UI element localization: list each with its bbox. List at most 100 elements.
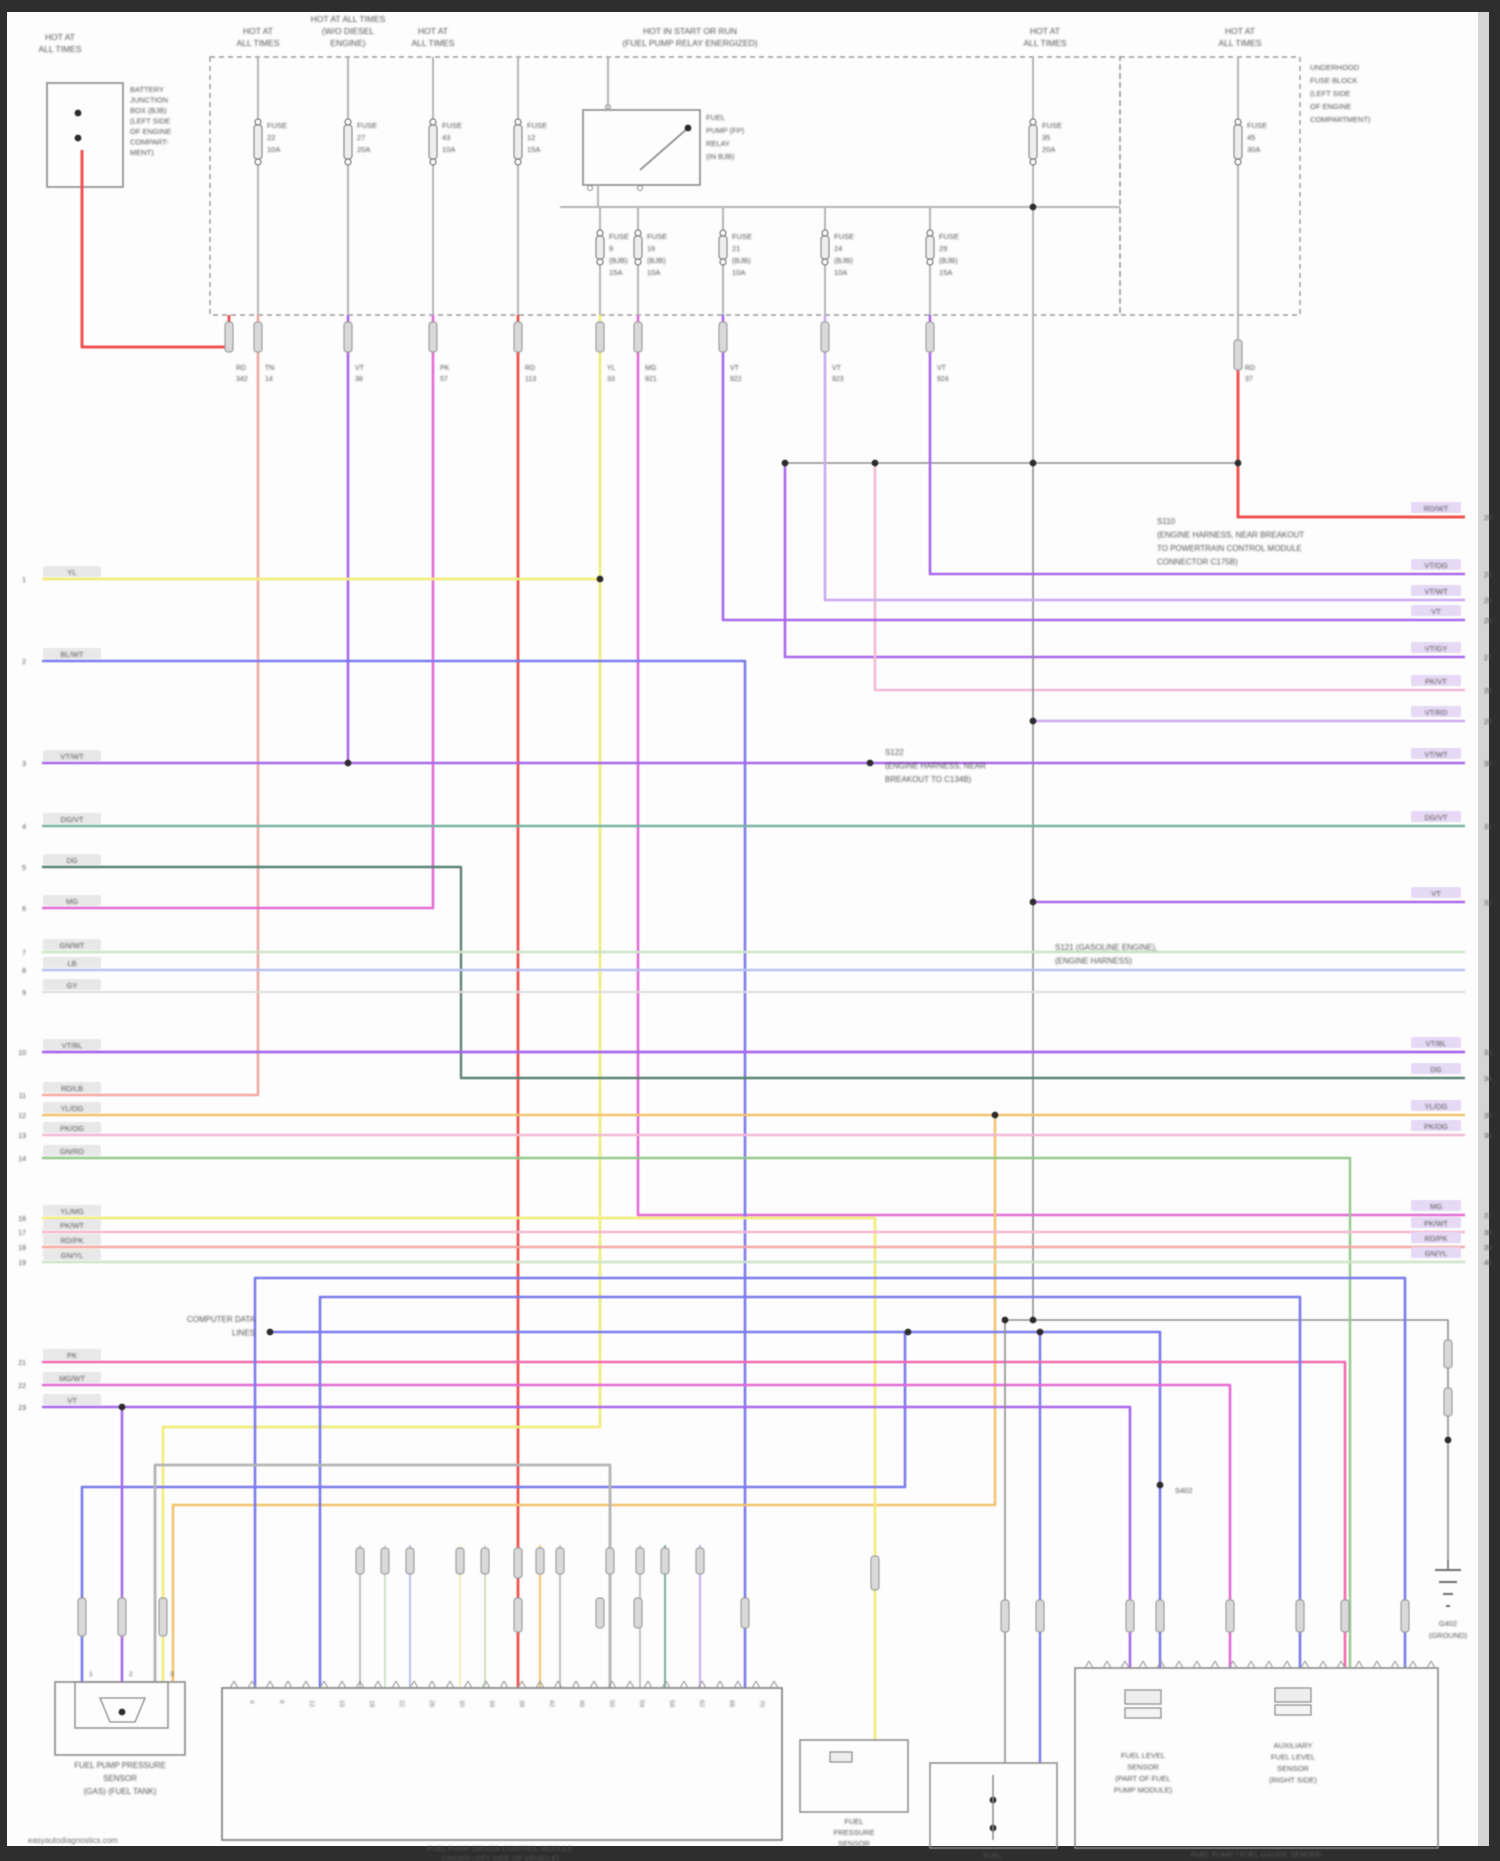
svg-text:S121 (GASOLINE ENGINE),: S121 (GASOLINE ENGINE), bbox=[1055, 943, 1157, 952]
svg-text:33: 33 bbox=[607, 376, 615, 383]
svg-text:(BJB): (BJB) bbox=[939, 256, 958, 265]
wire-violet bbox=[783, 463, 1465, 659]
svg-text:58: 58 bbox=[668, 1700, 675, 1708]
svg-text:7: 7 bbox=[22, 950, 26, 957]
svg-text:LB: LB bbox=[67, 959, 76, 968]
svg-text:JUNCTION: JUNCTION bbox=[130, 96, 168, 105]
svg-text:42: 42 bbox=[548, 1700, 555, 1708]
svg-text:16: 16 bbox=[18, 1216, 26, 1223]
svg-text:RELAY: RELAY bbox=[706, 139, 730, 148]
wire-orange bbox=[171, 1115, 997, 1682]
svg-text:VT/BL: VT/BL bbox=[62, 1041, 83, 1050]
svg-text:HOT AT: HOT AT bbox=[45, 32, 75, 42]
svg-text:924: 924 bbox=[937, 376, 949, 383]
svg-text:923: 923 bbox=[832, 376, 844, 383]
svg-text:9: 9 bbox=[22, 990, 26, 997]
svg-text:50: 50 bbox=[608, 1700, 615, 1708]
svg-text:46: 46 bbox=[578, 1700, 585, 1708]
svg-text:20: 20 bbox=[1484, 515, 1492, 522]
svg-text:(GROUND): (GROUND) bbox=[1429, 1631, 1468, 1640]
svg-text:38: 38 bbox=[518, 1700, 525, 1708]
svg-text:8: 8 bbox=[278, 1700, 285, 1704]
wire-violet bbox=[42, 1405, 1132, 1668]
svg-text:HOT AT: HOT AT bbox=[418, 26, 448, 36]
svg-text:ALL TIMES: ALL TIMES bbox=[1219, 38, 1262, 48]
svg-text:YL/OG: YL/OG bbox=[61, 1104, 84, 1113]
svg-text:ALL TIMES: ALL TIMES bbox=[237, 38, 280, 48]
svg-text:17: 17 bbox=[18, 1230, 26, 1237]
svg-text:FUSE: FUSE bbox=[442, 121, 462, 130]
svg-text:HOT AT ALL TIMES: HOT AT ALL TIMES bbox=[311, 14, 386, 24]
watermark: easyautodiagnostics.com bbox=[28, 1836, 118, 1845]
svg-text:20A: 20A bbox=[1042, 145, 1055, 154]
svg-text:YL/MG: YL/MG bbox=[60, 1207, 84, 1216]
svg-text:GN/RD: GN/RD bbox=[60, 1147, 85, 1156]
wire-red bbox=[80, 150, 231, 349]
svg-text:5: 5 bbox=[22, 865, 26, 872]
svg-text:YL/OG: YL/OG bbox=[1425, 1102, 1448, 1111]
wire-blue bbox=[253, 1276, 1407, 1688]
wire-lightviolet bbox=[823, 315, 1465, 602]
svg-text:LINES: LINES bbox=[232, 1329, 255, 1338]
svg-text:FUSE: FUSE bbox=[609, 232, 629, 241]
svg-text:FUSE: FUSE bbox=[527, 121, 547, 130]
svg-text:10A: 10A bbox=[267, 145, 280, 154]
svg-text:FUSE: FUSE bbox=[267, 121, 287, 130]
svg-text:PK/OG: PK/OG bbox=[60, 1124, 84, 1133]
svg-text:32: 32 bbox=[1484, 900, 1492, 907]
svg-text:14: 14 bbox=[265, 376, 273, 383]
svg-text:70: 70 bbox=[758, 1700, 765, 1708]
svg-text:OF ENGINE: OF ENGINE bbox=[1310, 102, 1351, 111]
svg-text:(ENGINE HARNESS, NEAR: (ENGINE HARNESS, NEAR bbox=[885, 762, 986, 771]
svg-text:30: 30 bbox=[1484, 761, 1492, 768]
svg-text:VT/BL: VT/BL bbox=[1426, 1039, 1447, 1048]
svg-text:FUEL: FUEL bbox=[706, 113, 725, 122]
svg-text:FUSE: FUSE bbox=[1042, 121, 1062, 130]
svg-text:26: 26 bbox=[428, 1700, 435, 1708]
svg-text:(BJB): (BJB) bbox=[834, 256, 853, 265]
svg-text:(LEFT SIDE: (LEFT SIDE bbox=[130, 117, 170, 126]
svg-text:342: 342 bbox=[236, 376, 248, 383]
wire-yellow bbox=[161, 315, 602, 1682]
svg-text:54: 54 bbox=[638, 1700, 645, 1708]
svg-text:MG/WT: MG/WT bbox=[59, 1374, 85, 1383]
wire-green bbox=[42, 1156, 1352, 1668]
svg-text:BOX (BJB): BOX (BJB) bbox=[130, 106, 167, 115]
svg-text:3: 3 bbox=[170, 1671, 174, 1678]
svg-text:SENSOR: SENSOR bbox=[103, 1774, 137, 1783]
svg-text:YL: YL bbox=[607, 365, 616, 372]
svg-text:VT: VT bbox=[67, 1396, 77, 1405]
svg-text:43: 43 bbox=[442, 133, 450, 142]
wire-violet bbox=[721, 315, 1465, 622]
svg-text:38: 38 bbox=[1484, 1230, 1492, 1237]
svg-text:33: 33 bbox=[1484, 1050, 1492, 1057]
svg-text:11: 11 bbox=[19, 1093, 26, 1100]
svg-text:BATTERY: BATTERY bbox=[130, 85, 164, 94]
svg-text:PUMP MODULE): PUMP MODULE) bbox=[1114, 1786, 1173, 1795]
svg-text:VT: VT bbox=[937, 365, 947, 372]
wire-violet bbox=[928, 315, 1465, 576]
svg-text:40: 40 bbox=[1484, 1260, 1492, 1267]
wire-gray bbox=[153, 1463, 612, 1688]
svg-text:PK/VT: PK/VT bbox=[1425, 677, 1447, 686]
wire-salmon bbox=[42, 315, 260, 1097]
svg-text:(PART OF FUEL: (PART OF FUEL bbox=[1115, 1774, 1170, 1783]
svg-text:13: 13 bbox=[18, 1133, 26, 1140]
wire-pink bbox=[873, 463, 1465, 692]
svg-text:MG: MG bbox=[66, 897, 78, 906]
svg-text:45: 45 bbox=[1247, 133, 1255, 142]
svg-text:(RIGHT SIDE): (RIGHT SIDE) bbox=[1269, 1776, 1317, 1785]
svg-text:(ENGINE HARNESS, NEAR BREAKOUT: (ENGINE HARNESS, NEAR BREAKOUT bbox=[1157, 531, 1304, 540]
svg-text:25: 25 bbox=[1484, 598, 1492, 605]
svg-text:RD/PK: RD/PK bbox=[1425, 1234, 1448, 1243]
svg-text:VT: VT bbox=[355, 365, 365, 372]
power-distribution-boxes bbox=[46, 56, 1301, 316]
svg-text:4: 4 bbox=[248, 1700, 255, 1704]
svg-text:(BJB): (BJB) bbox=[647, 256, 666, 265]
svg-text:YL: YL bbox=[67, 568, 76, 577]
svg-text:12: 12 bbox=[527, 133, 535, 142]
svg-text:28: 28 bbox=[1484, 688, 1492, 695]
svg-text:37: 37 bbox=[1245, 376, 1253, 383]
wire-red bbox=[1236, 340, 1465, 519]
svg-text:S402: S402 bbox=[1175, 1486, 1193, 1495]
